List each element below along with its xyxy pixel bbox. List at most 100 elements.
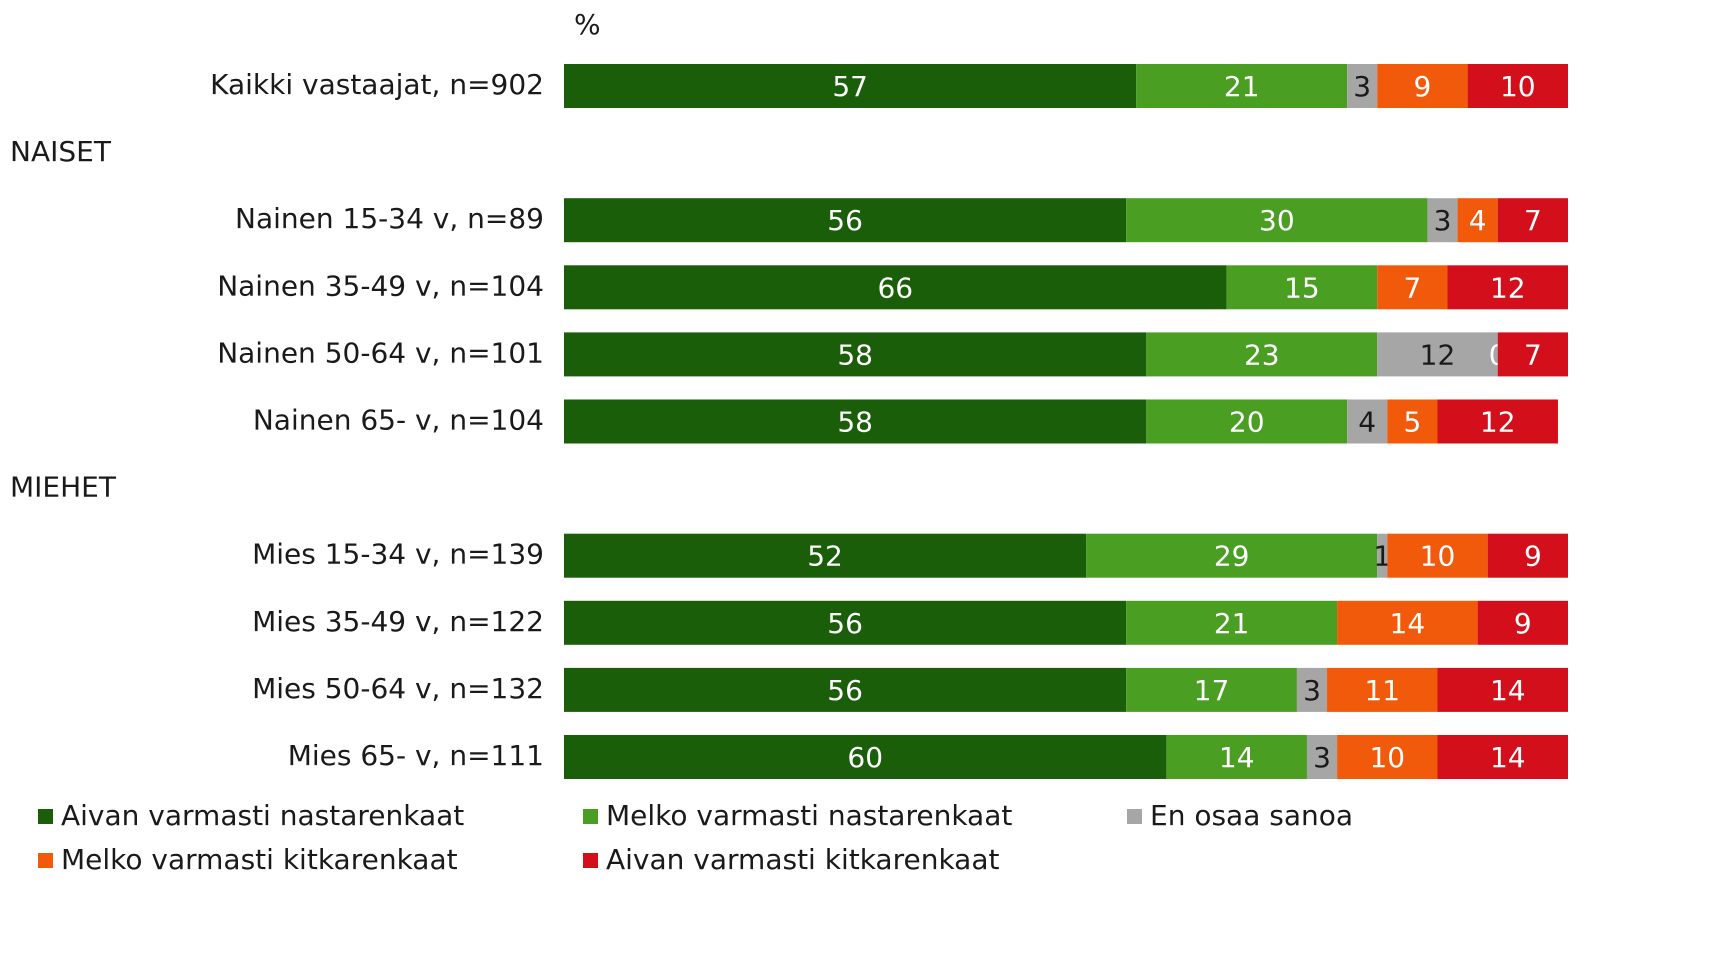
category-label: Nainen 65- v, n=104 [253, 404, 544, 437]
bar-segment [564, 198, 1127, 243]
legend-swatch [1127, 809, 1142, 824]
value-label: 58 [837, 406, 873, 439]
bar-segment [1427, 198, 1458, 243]
category-label: Nainen 50-64 v, n=101 [217, 336, 544, 369]
legend-label: Aivan varmasti kitkarenkaat [606, 843, 999, 876]
bar-segment [1146, 399, 1348, 444]
value-label: 10 [1500, 70, 1536, 103]
bar-segment [1377, 265, 1448, 310]
bar-segment [1306, 735, 1338, 779]
category-label: Kaikki vastaajat, n=902 [210, 68, 544, 101]
bar-segment [1347, 399, 1388, 444]
category-label: Nainen 15-34 v, n=89 [235, 202, 544, 235]
bar-segment [1166, 735, 1307, 779]
category-label: Mies 35-49 v, n=122 [252, 605, 544, 638]
value-label: 4 [1358, 406, 1376, 439]
bar-segment [564, 399, 1147, 444]
bar-segment [564, 332, 1147, 377]
value-label: 14 [1390, 607, 1426, 640]
bar-segment [1347, 64, 1378, 108]
bar-segment [1327, 667, 1438, 712]
value-label: 12 [1420, 338, 1456, 371]
value-label: 12 [1490, 271, 1526, 304]
value-label: 11 [1364, 674, 1400, 707]
value-label: 23 [1244, 338, 1280, 371]
bar-segment [1086, 533, 1378, 578]
group-label: NAISET [10, 135, 112, 168]
value-label: 3 [1313, 741, 1331, 774]
value-label: 57 [832, 70, 868, 103]
category-label: Mies 15-34 v, n=139 [252, 538, 544, 571]
value-label: 29 [1214, 540, 1250, 573]
legend-label: Melko varmasti nastarenkaat [606, 799, 1012, 832]
value-label: 3 [1353, 70, 1371, 103]
legend-swatch [38, 853, 53, 868]
value-label: 14 [1490, 741, 1526, 774]
bar-segment [1497, 332, 1568, 377]
legend-label: En osaa sanoa [1150, 799, 1353, 832]
legend-swatch [583, 809, 598, 824]
value-label: 14 [1219, 741, 1255, 774]
bar-segment [1377, 533, 1388, 578]
legend-label: Melko varmasti kitkarenkaat [61, 843, 458, 876]
value-label: 10 [1420, 540, 1456, 573]
bar-segment [1377, 332, 1498, 377]
bar-segment [1457, 198, 1498, 243]
bar-segment [1467, 64, 1568, 108]
plot-area: 5721391056303476615712582312075820451252… [564, 64, 1568, 779]
bar-segment [1136, 64, 1348, 108]
bar-segment [1146, 332, 1378, 377]
bar-segment [1226, 265, 1378, 310]
value-label: 56 [827, 674, 863, 707]
value-label: 21 [1214, 607, 1250, 640]
bar-segment [564, 667, 1127, 712]
bar-segment [1126, 198, 1428, 243]
value-label: 66 [877, 271, 913, 304]
value-label: 56 [827, 607, 863, 640]
value-label: 9 [1414, 70, 1432, 103]
bar-segment [1477, 600, 1568, 645]
value-label: 30 [1259, 204, 1295, 237]
bar-segment [1497, 198, 1568, 243]
bar-segment [1126, 667, 1297, 712]
bar-segment [1487, 533, 1568, 578]
value-label: 21 [1224, 70, 1260, 103]
bar-segment [564, 265, 1227, 310]
value-label: 4 [1469, 204, 1487, 237]
bar-segment [564, 533, 1087, 578]
value-label: 20 [1229, 406, 1265, 439]
bar-segment [1437, 399, 1558, 444]
bar-segment [564, 600, 1127, 645]
value-label: 7 [1403, 271, 1421, 304]
value-label: 14 [1490, 674, 1526, 707]
bar-segment [1126, 600, 1338, 645]
bar-segment [1437, 735, 1568, 779]
bar-segment [1437, 667, 1568, 712]
bar-segment [564, 64, 1137, 108]
value-label: 12 [1480, 406, 1516, 439]
legend-swatch [38, 809, 53, 824]
bar-segment [1337, 735, 1438, 779]
category-label: Mies 65- v, n=111 [288, 739, 544, 772]
value-label: 1 [1373, 540, 1391, 573]
category-label: Nainen 35-49 v, n=104 [217, 269, 544, 302]
value-label: 10 [1369, 741, 1405, 774]
value-label: 58 [837, 338, 873, 371]
bar-segment [1377, 64, 1468, 108]
value-label: 17 [1194, 674, 1230, 707]
value-label: 52 [807, 540, 843, 573]
value-label: 56 [827, 204, 863, 237]
category-label: Mies 50-64 v, n=132 [252, 672, 544, 705]
legend-label: Aivan varmasti nastarenkaat [61, 799, 464, 832]
legend-swatch [583, 853, 598, 868]
unit-label: % [574, 8, 601, 41]
value-label: 7 [1524, 204, 1542, 237]
value-label: 9 [1514, 607, 1532, 640]
value-label: 15 [1284, 271, 1320, 304]
value-label: 3 [1303, 674, 1321, 707]
value-label: 9 [1524, 540, 1542, 573]
bar-segment [1296, 667, 1328, 712]
value-label: 3 [1434, 204, 1452, 237]
group-label: MIEHET [10, 471, 117, 504]
